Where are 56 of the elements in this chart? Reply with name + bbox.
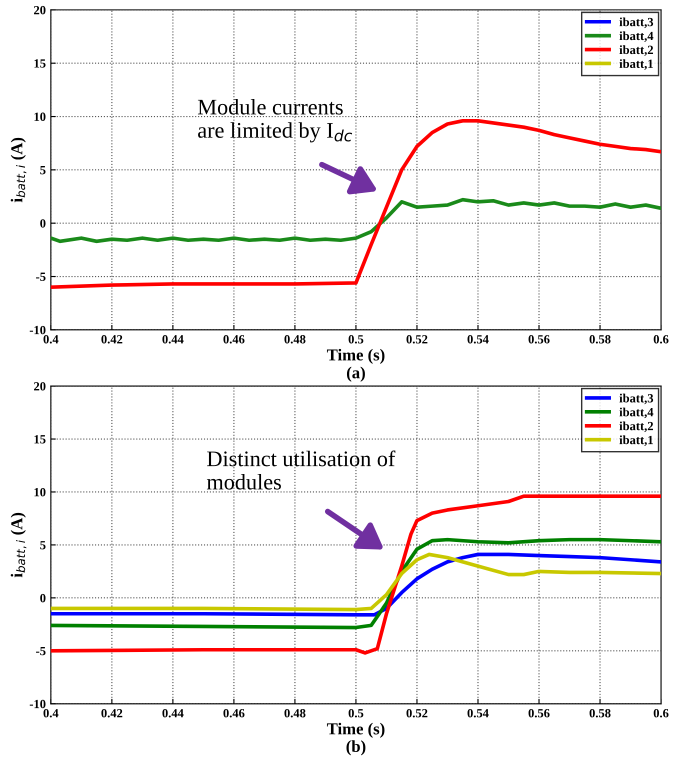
annotation: Module currents are limited by I$_{dc}$ — [198, 98, 352, 142]
y-tick-label: 5 — [40, 166, 46, 174]
y-tick-label: 5 — [40, 541, 46, 550]
y-tick-label: 10 — [34, 488, 46, 496]
y-tick-label: 0 — [40, 594, 46, 602]
x-tick-label: 0.48 — [284, 708, 306, 718]
x-tick-label: 0.46 — [223, 708, 244, 718]
legend-label: ibatt,4 — [619, 408, 654, 418]
x-tick-label: 0.44 — [162, 335, 184, 344]
x-tick-label: 0.54 — [468, 708, 489, 718]
y-tick-label: -5 — [36, 272, 46, 281]
x-tick-label: 0.4 — [44, 708, 58, 718]
y-tick-label: 15 — [34, 435, 46, 444]
x-tick-label: 0.48 — [284, 335, 306, 344]
x-tick-label: 0.6 — [654, 335, 668, 344]
y-tick-label: 15 — [34, 59, 46, 68]
x-tick-label: 0.42 — [101, 708, 122, 718]
legend-label: ibatt,3 — [619, 17, 654, 28]
legend-label: ibatt,2 — [619, 421, 654, 432]
legend-label: ibatt,1 — [619, 435, 653, 446]
x-tick-label: 0.46 — [223, 335, 244, 344]
x-axis-title: Time (s) — [326, 722, 384, 738]
x-tick-label: 0.58 — [590, 335, 611, 344]
x-tick-label: 0.52 — [406, 708, 428, 718]
x-tick-label: 0.44 — [162, 708, 184, 718]
x-tick-label: 0.54 — [468, 335, 489, 344]
legend-label: ibatt,1 — [619, 59, 653, 70]
line-series — [50, 198, 662, 244]
x-tick-label: 0.52 — [406, 335, 428, 344]
legend-label: ibatt,2 — [619, 45, 654, 56]
legend-label: ibatt,4 — [619, 31, 654, 42]
text: (b) — [346, 740, 366, 756]
x-tick-label: 0.42 — [101, 335, 122, 344]
y-tick-label: -10 — [30, 326, 46, 334]
y-tick-label: -5 — [36, 646, 46, 656]
x-tick-label: 0.56 — [528, 335, 550, 344]
legend-label: ibatt,3 — [619, 394, 654, 404]
x-tick-label: 0.56 — [528, 708, 550, 718]
line-series — [50, 118, 662, 289]
line-series — [50, 538, 662, 630]
text: (a) — [346, 366, 365, 382]
x-tick-label: 0.4 — [44, 335, 58, 344]
x-axis-title: Time (s) — [326, 348, 384, 364]
x-tick-label: 0.5 — [348, 335, 364, 344]
x-tick-label: 0.5 — [348, 708, 364, 718]
y-axis-title: i$_{batt,i}$ (A) — [10, 512, 26, 578]
y-tick-label: 10 — [34, 112, 46, 121]
line-series — [50, 494, 662, 655]
x-tick-label: 0.58 — [590, 708, 611, 718]
y-tick-label: -10 — [30, 700, 46, 708]
y-axis-title: i$_{batt,i}$ (A) — [10, 138, 26, 202]
y-tick-label: 20 — [34, 382, 46, 391]
annotation: Distinct utilisation of modules — [206, 450, 396, 490]
y-tick-label: 0 — [40, 219, 46, 228]
y-tick-label: 20 — [34, 6, 46, 14]
x-tick-label: 0.6 — [654, 708, 668, 718]
